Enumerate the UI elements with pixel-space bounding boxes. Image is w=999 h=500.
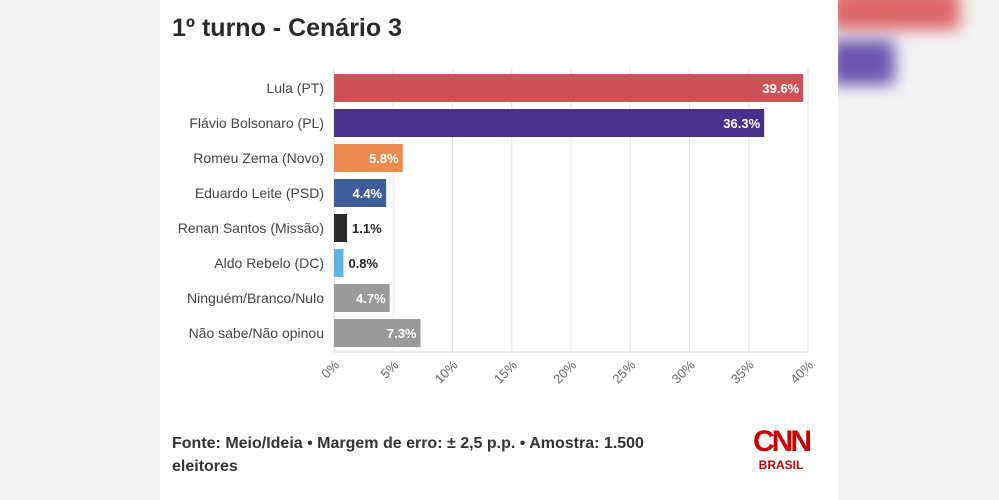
- bar: [334, 74, 804, 102]
- background-blur-purple: [830, 40, 895, 85]
- category-label: Flávio Bolsonaro (PL): [189, 115, 324, 131]
- category-label: Romeu Zema (Novo): [193, 150, 324, 166]
- data-label: 1.1%: [352, 221, 382, 236]
- category-label: Renan Santos (Missão): [178, 220, 324, 236]
- category-label: Aldo Rebelo (DC): [214, 255, 324, 271]
- cnn-brasil-logo: CNN BRASIL: [748, 425, 814, 473]
- bar: [334, 214, 348, 242]
- data-label: 7.3%: [387, 326, 417, 341]
- data-label: 36.3%: [723, 116, 760, 131]
- data-label: 4.4%: [352, 186, 382, 201]
- background-blur-red: [830, 0, 960, 30]
- category-label: Lula (PT): [266, 80, 324, 96]
- logo-subtext: BRASIL: [758, 458, 804, 472]
- bar: [334, 319, 421, 347]
- category-label: Ninguém/Branco/Nulo: [187, 290, 324, 306]
- category-label: Não sabe/Não opinou: [189, 325, 324, 341]
- bar: [334, 179, 387, 207]
- x-tick-label: 5%: [377, 357, 401, 381]
- bar-chart: 0% 5% 10% 15% 20% 25% 30% 35% 40% Lula (PT) 39.6% F…: [178, 68, 816, 387]
- source-note: Fonte: Meio/Ideia • Margem de erro: ± 2,…: [172, 435, 644, 475]
- data-label: 39.6%: [762, 81, 799, 96]
- category-label: Eduardo Leite (PSD): [195, 185, 324, 201]
- x-tick-label: 15%: [491, 357, 520, 386]
- chart-title: 1º turno - Cenário 3: [172, 14, 402, 42]
- x-tick-label: 40%: [787, 357, 816, 386]
- x-tick-label: 0%: [318, 357, 342, 381]
- x-tick-label: 10%: [432, 357, 461, 386]
- logo-text: CNN: [753, 425, 812, 458]
- x-tick-label: 25%: [609, 357, 638, 386]
- chart-card: 1º turno - Cenário 3 0% 5% 10% 15% 20% 25% 30%…: [160, 0, 838, 500]
- bar: [334, 109, 765, 137]
- x-tick-label: 35%: [728, 357, 757, 386]
- bar: [334, 249, 344, 277]
- x-tick-label: 20%: [550, 357, 579, 386]
- bar: [334, 144, 403, 172]
- data-label: 5.8%: [369, 151, 399, 166]
- x-tick-label: 30%: [669, 357, 698, 386]
- data-label: 0.8%: [348, 256, 378, 271]
- data-label: 4.7%: [356, 291, 386, 306]
- bar: [334, 284, 390, 312]
